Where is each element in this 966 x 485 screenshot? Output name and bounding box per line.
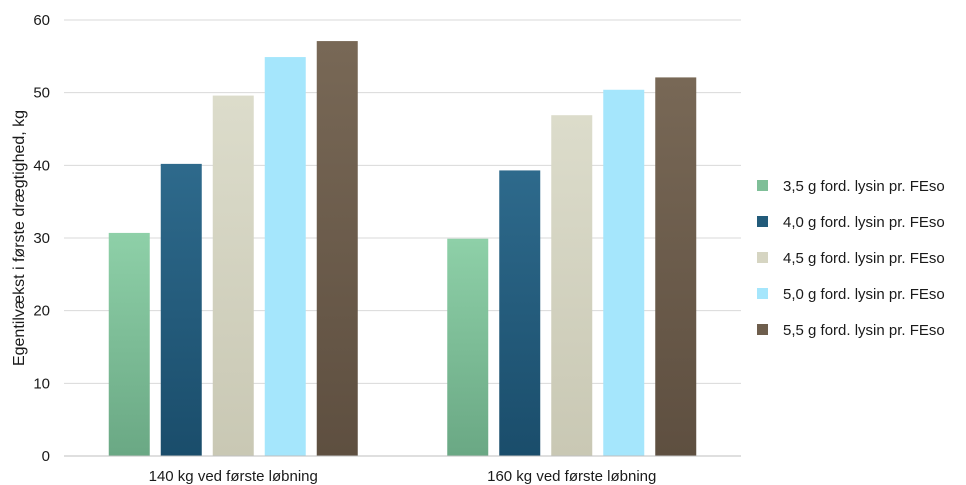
y-tick-label: 40: [33, 157, 50, 174]
legend-swatch: [757, 216, 768, 227]
bar: [108, 232, 150, 456]
y-tick-label: 20: [33, 303, 50, 320]
y-tick-label: 30: [33, 230, 50, 247]
x-tick-label: 160 kg ved første løbning: [487, 468, 656, 485]
bar: [603, 89, 645, 456]
legend: 3,5 g ford. lysin pr. FEso 4,0 g ford. ly…: [757, 178, 945, 339]
y-axis-title: Egentilvækst i første drægtighed, kg: [11, 110, 28, 366]
legend-label: 3,5 g ford. lysin pr. FEso: [783, 178, 945, 195]
legend-label: 5,0 g ford. lysin pr. FEso: [783, 286, 945, 303]
legend-swatch: [757, 180, 768, 191]
bar: [551, 115, 593, 457]
legend-label: 4,5 g ford. lysin pr. FEso: [783, 250, 945, 267]
bar: [160, 163, 202, 456]
y-tick-label: 50: [33, 85, 50, 102]
bar: [264, 57, 306, 457]
legend-label: 4,0 g ford. lysin pr. FEso: [783, 214, 945, 231]
bar: [316, 41, 358, 456]
bars: [108, 41, 697, 457]
y-tick-label: 0: [42, 448, 50, 465]
bar: [499, 170, 541, 457]
legend-swatch: [757, 288, 768, 299]
bar: [447, 238, 489, 456]
legend-swatch: [757, 252, 768, 263]
axes: 0 10 20 30 40 50 60 140 kg ved første løbning 16…: [33, 12, 741, 485]
legend-label: 5,5 g ford. lysin pr. FEso: [783, 322, 945, 339]
bar: [212, 95, 254, 456]
bar: [655, 77, 697, 456]
x-tick-label: 140 kg ved første løbning: [149, 468, 318, 485]
y-tick-label: 10: [33, 375, 50, 392]
y-tick-label: 60: [33, 12, 50, 29]
legend-swatch: [757, 324, 768, 335]
